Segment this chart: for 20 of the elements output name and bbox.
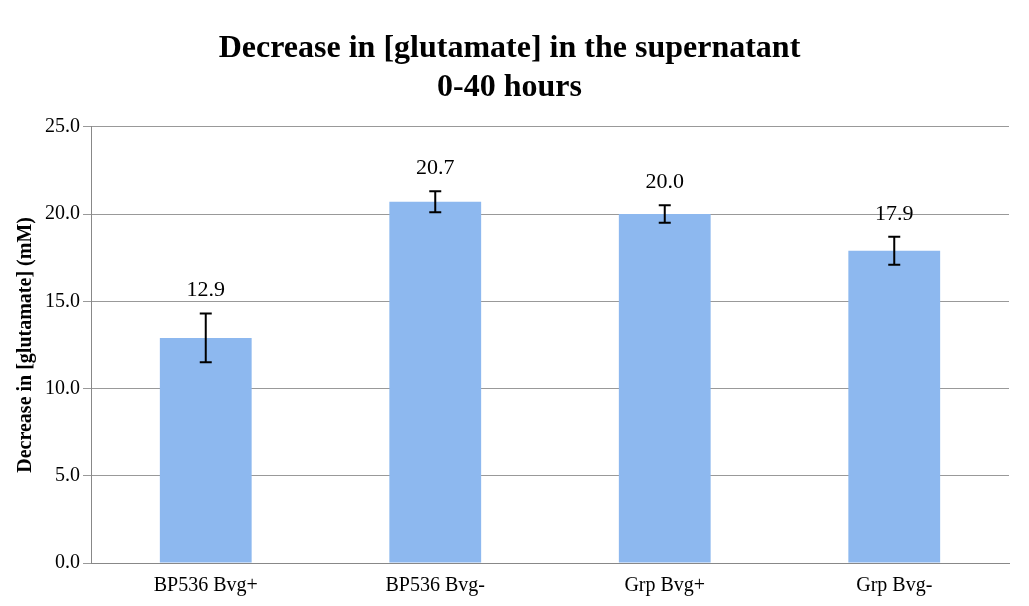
y-tick-label: 25.0	[45, 114, 80, 137]
data-label: 12.9	[186, 276, 225, 302]
y-tick-label: 15.0	[45, 288, 80, 311]
x-tick-label: Grp Bvg+	[624, 573, 706, 597]
bar	[389, 201, 482, 563]
y-tick-label: 10.0	[45, 375, 80, 398]
bar	[159, 337, 252, 563]
chart-title: Decrease in [glutamate] in the supernatant 0-40 hours	[218, 28, 801, 103]
y-tick-label: 5.0	[55, 463, 80, 486]
x-tick-label: Grp Bvg-	[856, 573, 933, 597]
y-tick-label: 0.0	[55, 550, 80, 573]
bar	[848, 250, 941, 563]
x-tick-label: BP536 Bvg-	[385, 573, 485, 597]
data-label: 20.0	[645, 168, 684, 194]
data-label: 17.9	[875, 199, 914, 225]
y-axis-title: Decrease in [glutamate] (mM)	[13, 217, 37, 473]
data-label: 20.7	[416, 154, 455, 180]
bar	[618, 214, 711, 563]
x-tick-label: BP536 Bvg+	[153, 573, 258, 597]
y-tick-label: 20.0	[45, 201, 80, 224]
